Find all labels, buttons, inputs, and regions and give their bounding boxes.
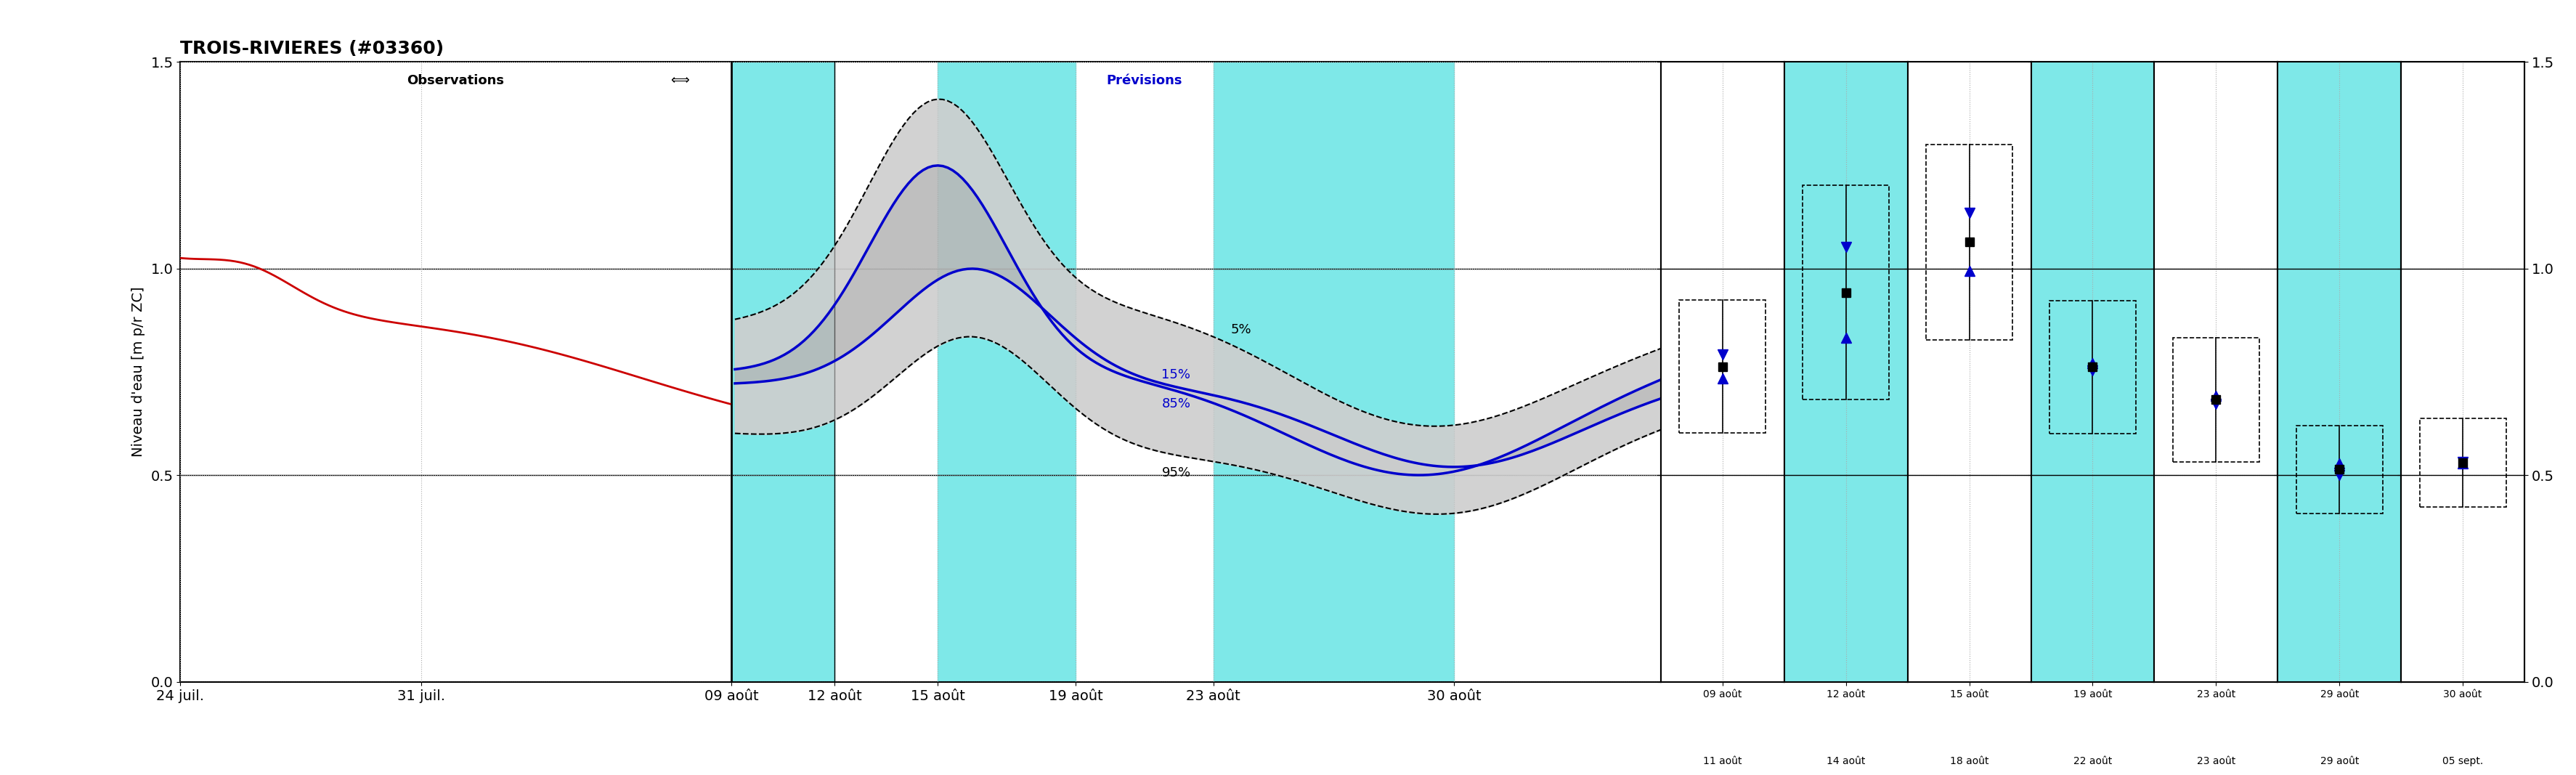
Text: 15%: 15% [1162, 368, 1190, 381]
Text: 05 sept.: 05 sept. [2442, 756, 2483, 766]
Text: 95%: 95% [1162, 467, 1190, 480]
Text: 14 août: 14 août [1826, 756, 1865, 766]
Text: 18 août: 18 août [1950, 756, 1989, 766]
Bar [938, 62, 1077, 682]
Text: Prévisions: Prévisions [1108, 74, 1182, 88]
Y-axis label: Niveau d'eau [m p/r ZC]: Niveau d'eau [m p/r ZC] [131, 287, 147, 457]
Text: 11 août: 11 août [1703, 756, 1741, 766]
Text: 85%: 85% [1162, 398, 1190, 411]
Text: ⟺: ⟺ [670, 74, 688, 88]
Text: Observations: Observations [407, 74, 505, 88]
Bar [1213, 62, 1455, 682]
Text: 23 août: 23 août [2197, 756, 2236, 766]
Bar [732, 62, 835, 682]
Text: 5%: 5% [1231, 323, 1252, 336]
Text: 29 août: 29 août [2321, 756, 2360, 766]
Text: TROIS-RIVIERES (#03360): TROIS-RIVIERES (#03360) [180, 40, 443, 57]
Text: 22 août: 22 août [2074, 756, 2112, 766]
